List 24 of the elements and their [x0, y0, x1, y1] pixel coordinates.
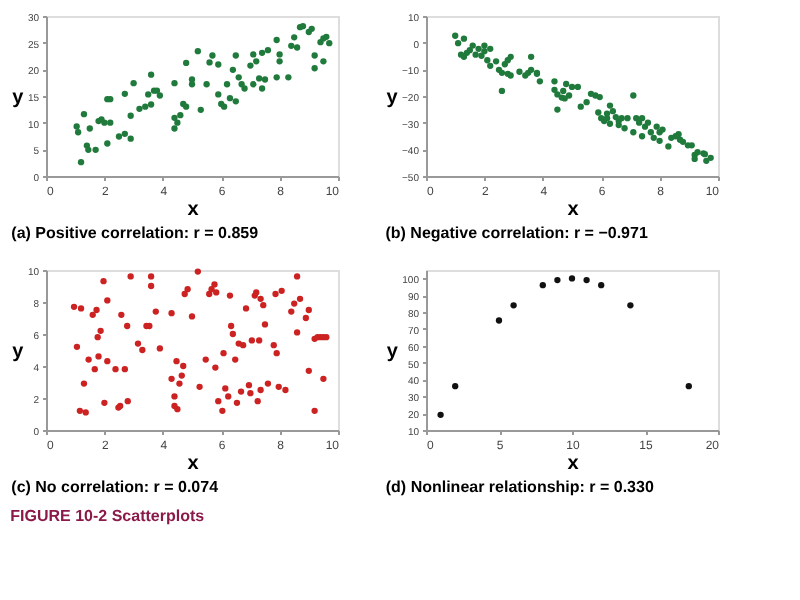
x-axis-title: x	[187, 453, 200, 475]
x-axis-title: x	[567, 453, 580, 475]
point	[539, 282, 546, 289]
point	[627, 302, 634, 309]
point	[437, 411, 444, 418]
y-axis-title: y	[386, 341, 399, 363]
point	[568, 275, 576, 282]
text: (c) No correlation: r = 0.074	[11, 478, 220, 496]
x-axis-title: x	[567, 199, 580, 221]
x-axis-title: x	[187, 199, 200, 221]
point	[452, 383, 459, 390]
y-axis-title: y	[12, 87, 25, 109]
point	[598, 282, 605, 289]
point	[583, 276, 590, 284]
text: (a) Positive correlation: r = 0.859	[11, 224, 260, 242]
text: (b) Negative correlation: r = −0.971	[385, 224, 649, 242]
text: (d) Nonlinear relationship: r = 0.330	[385, 478, 655, 496]
caption: FIGURE 10-2 Scatterplots	[10, 507, 206, 525]
point	[495, 317, 503, 324]
point	[685, 383, 692, 390]
point	[510, 302, 517, 309]
y-axis-title: y	[386, 87, 399, 109]
y-axis-title: y	[12, 341, 25, 363]
point	[554, 276, 561, 284]
